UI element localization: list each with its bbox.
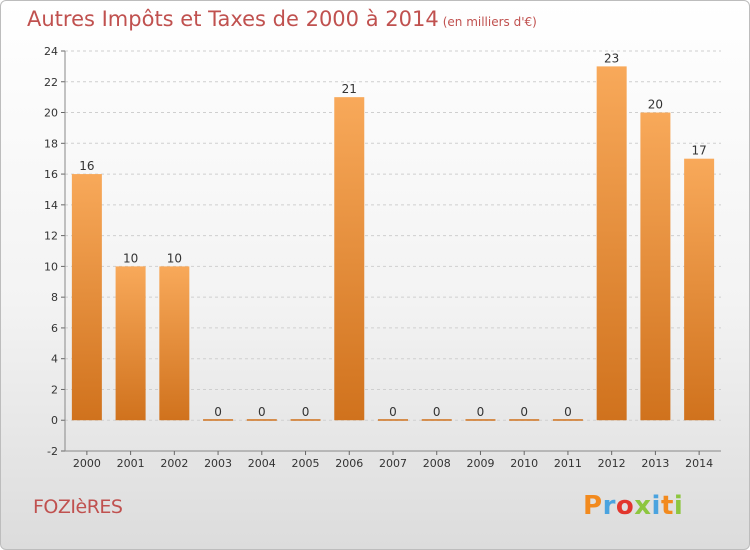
- y-tick-label: 16: [44, 168, 58, 181]
- y-tick-label: 10: [44, 260, 58, 273]
- x-tick-label-2010: 2010: [510, 457, 538, 470]
- chart-subtitle: (en milliers d'€): [442, 15, 537, 29]
- bar-2000: [71, 174, 102, 421]
- data-label-2002: 10: [167, 251, 182, 265]
- bar-2001: [115, 266, 146, 421]
- x-tick-label-2004: 2004: [248, 457, 276, 470]
- y-tick-label: 24: [44, 45, 58, 58]
- bar-2013: [640, 112, 671, 421]
- logo-letter: t: [660, 491, 674, 521]
- bar-2008: [421, 419, 452, 421]
- y-tick-label: 12: [44, 230, 58, 243]
- x-tick-label-2001: 2001: [117, 457, 145, 470]
- bar-2002: [159, 266, 190, 421]
- logo-letter: i: [673, 491, 684, 521]
- data-label-2005: 0: [302, 405, 310, 419]
- bar-2006: [334, 97, 365, 421]
- data-label-2011: 0: [564, 405, 572, 419]
- data-label-2003: 0: [214, 405, 222, 419]
- bar-2010: [509, 419, 540, 421]
- data-label-2008: 0: [433, 405, 441, 419]
- chart-title-text: Autres Impôts et Taxes de 2000 à 2014: [27, 7, 439, 31]
- data-label-2006: 21: [342, 82, 357, 96]
- logo-letter: r: [602, 491, 616, 521]
- chart-title: Autres Impôts et Taxes de 2000 à 2014 (en…: [27, 7, 537, 31]
- data-label-2007: 0: [389, 405, 397, 419]
- x-tick-label-2008: 2008: [423, 457, 451, 470]
- x-tick-label-2009: 2009: [466, 457, 494, 470]
- x-tick-label-2014: 2014: [685, 457, 713, 470]
- logo-letter: P: [583, 491, 603, 521]
- x-tick-label-2000: 2000: [73, 457, 101, 470]
- commune-name: FOZIèRES: [33, 496, 123, 518]
- y-tick-label: 2: [51, 383, 58, 396]
- data-label-2001: 10: [123, 251, 138, 265]
- y-tick-label: 4: [51, 353, 58, 366]
- data-label-2010: 0: [520, 405, 528, 419]
- x-tick-label-2006: 2006: [335, 457, 363, 470]
- y-tick-label: 22: [44, 76, 58, 89]
- x-tick-label-2002: 2002: [160, 457, 188, 470]
- x-tick-label-2013: 2013: [641, 457, 669, 470]
- logo-letter: o: [615, 491, 635, 521]
- y-tick-label: 18: [44, 137, 58, 150]
- logo-letter: i: [651, 491, 661, 521]
- data-labels: 16 10 10 0 0 0 21 0 0 0 0 0 23 20 17: [79, 51, 707, 419]
- y-tick-label: 20: [44, 107, 58, 120]
- data-label-2004: 0: [258, 405, 266, 419]
- data-label-2000: 16: [79, 159, 94, 173]
- data-label-2013: 20: [648, 98, 663, 112]
- data-label-2012: 23: [604, 51, 619, 65]
- bar-2012: [596, 66, 627, 421]
- logo-letter: x: [634, 491, 652, 521]
- x-tick-label-2012: 2012: [598, 457, 626, 470]
- x-tick-label-2007: 2007: [379, 457, 407, 470]
- y-tick-label: 6: [51, 322, 58, 335]
- x-tick-label-2003: 2003: [204, 457, 232, 470]
- x-tick-label-2005: 2005: [292, 457, 320, 470]
- bars: [71, 66, 715, 421]
- bar-2005: [290, 419, 321, 421]
- proxiti-logo[interactable]: Proxiti: [583, 491, 683, 521]
- data-label-2014: 17: [691, 144, 706, 158]
- bar-2014: [684, 158, 715, 421]
- bar-2009: [465, 419, 496, 421]
- bar-2003: [203, 419, 234, 421]
- y-tick-label: -2: [47, 445, 58, 458]
- bar-2011: [552, 419, 583, 421]
- y-tick-label: 8: [51, 291, 58, 304]
- data-label-2009: 0: [477, 405, 485, 419]
- y-tick-label: 14: [44, 199, 58, 212]
- x-tick-label-2011: 2011: [554, 457, 582, 470]
- y-tick-label: 0: [51, 414, 58, 427]
- bar-2007: [378, 419, 408, 421]
- bar-2004: [246, 419, 277, 421]
